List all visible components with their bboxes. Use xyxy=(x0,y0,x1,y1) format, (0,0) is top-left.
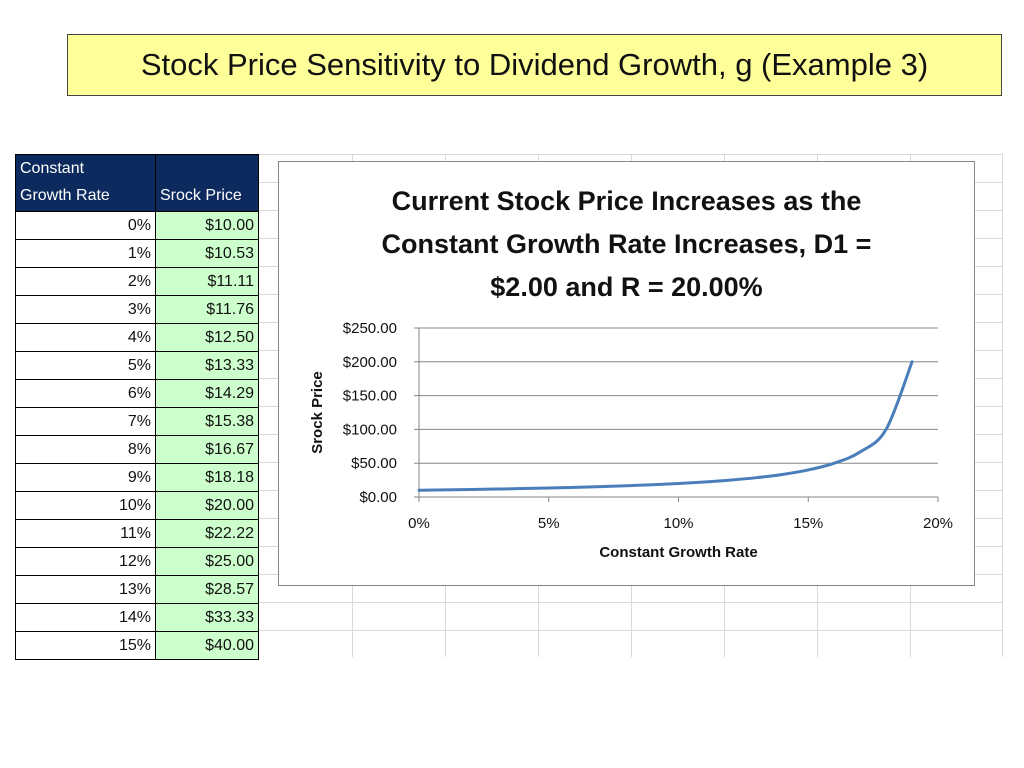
chart-title-line-1: Current Stock Price Increases as the xyxy=(391,186,862,216)
stock-price-cell: $11.76 xyxy=(155,295,259,324)
stock-price-cell: $15.38 xyxy=(155,407,259,436)
line-plot: $0.00 $50.00 $100.00 $150.00 $200.00 $250.00 0… xyxy=(309,320,953,561)
slide-title: Stock Price Sensitivity to Dividend Grow… xyxy=(67,34,1002,96)
table-row: 7% $15.38 xyxy=(15,407,259,436)
x-tick-label: 15% xyxy=(793,515,823,532)
growth-rate-cell: 9% xyxy=(15,463,156,492)
y-tick-label: $150.00 xyxy=(343,388,397,405)
stock-price-cell: $20.00 xyxy=(155,491,259,520)
stock-price-cell: $14.29 xyxy=(155,379,259,408)
chart-title-line-3: $2.00 and R = 20.00% xyxy=(490,272,763,302)
x-tick-label: 10% xyxy=(663,515,693,532)
x-tick-label: 0% xyxy=(408,515,430,532)
growth-rate-cell: 11% xyxy=(15,519,156,548)
table-row: 6% $14.29 xyxy=(15,379,259,408)
table-row: 4% $12.50 xyxy=(15,323,259,352)
y-tick-label: $50.00 xyxy=(351,455,397,472)
stock-price-cell: $18.18 xyxy=(155,463,259,492)
stock-price-cell: $12.50 xyxy=(155,323,259,352)
x-tick-label: 20% xyxy=(923,515,953,532)
table-row: 10% $20.00 xyxy=(15,491,259,520)
table-row: 13% $28.57 xyxy=(15,575,259,604)
header-growth-line-2: Growth Rate xyxy=(20,187,110,204)
growth-rate-cell: 12% xyxy=(15,547,156,576)
y-tick-label: $100.00 xyxy=(343,421,397,438)
table-row: 1% $10.53 xyxy=(15,239,259,268)
growth-rate-cell: 6% xyxy=(15,379,156,408)
y-tick-label: $200.00 xyxy=(343,354,397,371)
stock-price-cell: $10.53 xyxy=(155,239,259,268)
growth-rate-cell: 13% xyxy=(15,575,156,604)
chart-area: Current Stock Price Increases as the Con… xyxy=(278,161,975,586)
y-tick-label: $0.00 xyxy=(359,489,397,506)
table-row: 3% $11.76 xyxy=(15,295,259,324)
stock-price-cell: $25.00 xyxy=(155,547,259,576)
growth-rate-cell: 7% xyxy=(15,407,156,436)
table-row: 0% $10.00 xyxy=(15,211,259,240)
growth-rate-cell: 1% xyxy=(15,239,156,268)
table-header-row: Constant Growth Rate Srock Price xyxy=(15,154,259,212)
table-row: 9% $18.18 xyxy=(15,463,259,492)
growth-rate-cell: 15% xyxy=(15,631,156,660)
growth-rate-cell: 0% xyxy=(15,211,156,240)
stock-price-cell: $16.67 xyxy=(155,435,259,464)
stock-price-cell: $28.57 xyxy=(155,575,259,604)
table-row: 2% $11.11 xyxy=(15,267,259,296)
table-row: 5% $13.33 xyxy=(15,351,259,380)
x-tick-label: 5% xyxy=(538,515,560,532)
growth-rate-cell: 10% xyxy=(15,491,156,520)
stock-price-cell: $33.33 xyxy=(155,603,259,632)
header-stock-price: Srock Price xyxy=(155,154,259,212)
table-row: 15% $40.00 xyxy=(15,631,259,660)
growth-price-table: Constant Growth Rate Srock Price 0% $10.0… xyxy=(15,154,259,660)
chart-title-line-2: Constant Growth Rate Increases, D1 = xyxy=(381,229,872,259)
y-axis-label: Srock Price xyxy=(309,371,326,454)
table-row: 12% $25.00 xyxy=(15,547,259,576)
growth-rate-cell: 5% xyxy=(15,351,156,380)
table-row: 14% $33.33 xyxy=(15,603,259,632)
y-tick-label: $250.00 xyxy=(343,320,397,337)
table-row: 8% $16.67 xyxy=(15,435,259,464)
stock-price-cell: $10.00 xyxy=(155,211,259,240)
stock-price-cell: $22.22 xyxy=(155,519,259,548)
header-constant-growth-rate: Constant Growth Rate xyxy=(15,154,156,212)
stock-price-cell: $13.33 xyxy=(155,351,259,380)
growth-rate-cell: 14% xyxy=(15,603,156,632)
stock-price-cell: $11.11 xyxy=(155,267,259,296)
growth-rate-cell: 4% xyxy=(15,323,156,352)
table-row: 11% $22.22 xyxy=(15,519,259,548)
x-axis-label: Constant Growth Rate xyxy=(599,544,757,561)
series-line xyxy=(417,360,914,492)
chart-title: Current Stock Price Increases as the Con… xyxy=(279,180,974,309)
header-growth-line-1: Constant xyxy=(20,160,85,177)
growth-rate-cell: 8% xyxy=(15,435,156,464)
stock-price-cell: $40.00 xyxy=(155,631,259,660)
growth-rate-cell: 2% xyxy=(15,267,156,296)
growth-rate-cell: 3% xyxy=(15,295,156,324)
